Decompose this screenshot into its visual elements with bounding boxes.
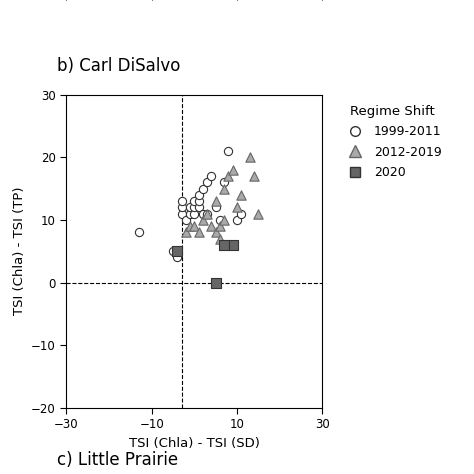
Point <box>212 228 219 236</box>
Point <box>216 222 224 230</box>
Legend: 1999-2011, 2012-2019, 2020: 1999-2011, 2012-2019, 2020 <box>339 101 445 183</box>
Point <box>169 247 177 255</box>
Point <box>212 279 219 286</box>
Point <box>246 154 254 161</box>
Point <box>195 204 202 211</box>
X-axis label: TSI (Chla) - TSI (SD): TSI (Chla) - TSI (SD) <box>129 437 260 450</box>
Point <box>229 241 237 249</box>
Point <box>191 204 198 211</box>
Point <box>208 173 215 180</box>
Text: c) Little Prairie: c) Little Prairie <box>57 451 178 469</box>
Point <box>135 228 143 236</box>
Point <box>220 179 228 186</box>
Point <box>233 216 241 224</box>
Point <box>203 210 211 218</box>
Text: b) Carl DiSalvo: b) Carl DiSalvo <box>57 57 180 75</box>
Point <box>220 216 228 224</box>
Point <box>195 197 202 205</box>
Point <box>225 147 232 155</box>
Point <box>250 173 258 180</box>
Point <box>186 222 194 230</box>
Point <box>186 210 194 218</box>
Point <box>216 235 224 243</box>
Point <box>178 204 185 211</box>
Point <box>212 204 219 211</box>
Point <box>173 254 181 261</box>
Point <box>178 210 185 218</box>
Point <box>195 228 202 236</box>
Point <box>229 166 237 173</box>
Point <box>237 210 245 218</box>
Point <box>208 222 215 230</box>
Point <box>225 173 232 180</box>
Point <box>191 197 198 205</box>
Point <box>220 241 228 249</box>
Point <box>199 185 207 192</box>
Point <box>199 210 207 218</box>
Point <box>173 247 181 255</box>
Point <box>173 247 181 255</box>
Point <box>186 204 194 211</box>
Point <box>199 216 207 224</box>
Point <box>182 228 190 236</box>
Point <box>220 185 228 192</box>
Point <box>237 191 245 199</box>
Point <box>178 197 185 205</box>
Point <box>203 179 211 186</box>
Point <box>191 210 198 218</box>
Point <box>191 222 198 230</box>
Point <box>203 210 211 218</box>
Point <box>255 210 262 218</box>
Point <box>212 197 219 205</box>
Point <box>182 216 190 224</box>
Point <box>195 191 202 199</box>
Point <box>216 216 224 224</box>
Point <box>233 204 241 211</box>
Y-axis label: TSI (Chla) - TSI (TP): TSI (Chla) - TSI (TP) <box>13 187 26 316</box>
